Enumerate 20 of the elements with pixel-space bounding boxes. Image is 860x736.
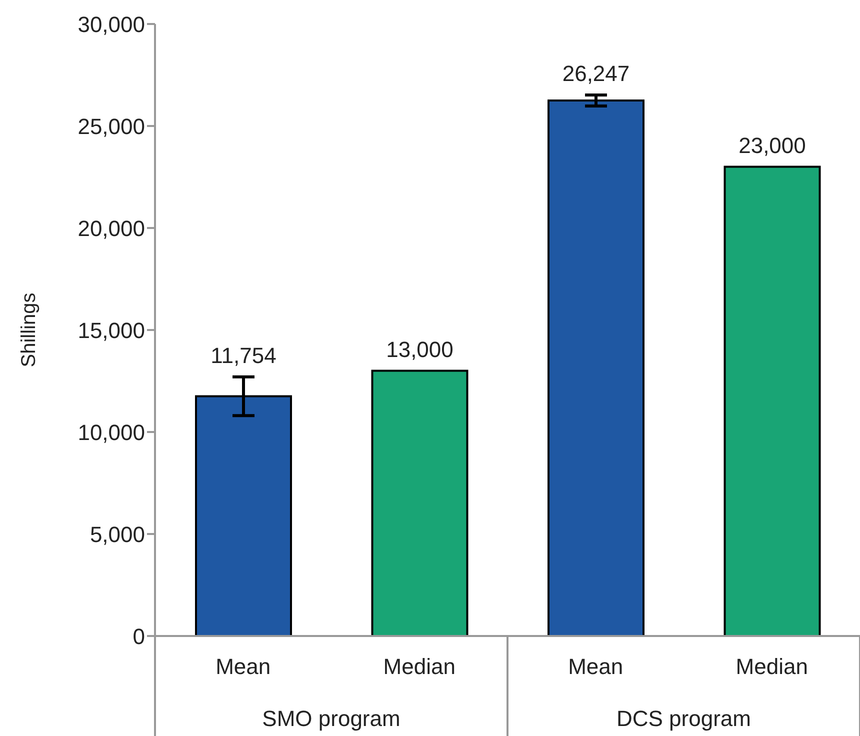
x-tick-label: Median: [736, 654, 808, 679]
data-label: 26,247: [562, 60, 630, 86]
y-tick-label: 30,000: [78, 12, 145, 37]
data-label: 23,000: [738, 132, 806, 158]
y-tick-label: 5,000: [90, 522, 145, 547]
x-tick-label: Mean: [568, 654, 624, 679]
data-label: 13,000: [386, 336, 454, 362]
y-tick-label: 20,000: [78, 216, 145, 241]
y-tick-label: 25,000: [78, 114, 145, 139]
bar: [724, 166, 821, 636]
y-tick-label: 15,000: [78, 318, 145, 343]
bar: [371, 370, 468, 636]
y-axis-title: Shillings: [18, 292, 40, 368]
x-tick-label: Mean: [216, 654, 271, 679]
y-tick-label: 10,000: [78, 420, 145, 445]
y-tick-label: 0: [132, 624, 145, 649]
x-tick-label: Median: [383, 654, 456, 679]
text: SMO program: [262, 706, 400, 731]
data-label: 11,754: [210, 342, 276, 368]
text: DCS program: [616, 706, 751, 731]
